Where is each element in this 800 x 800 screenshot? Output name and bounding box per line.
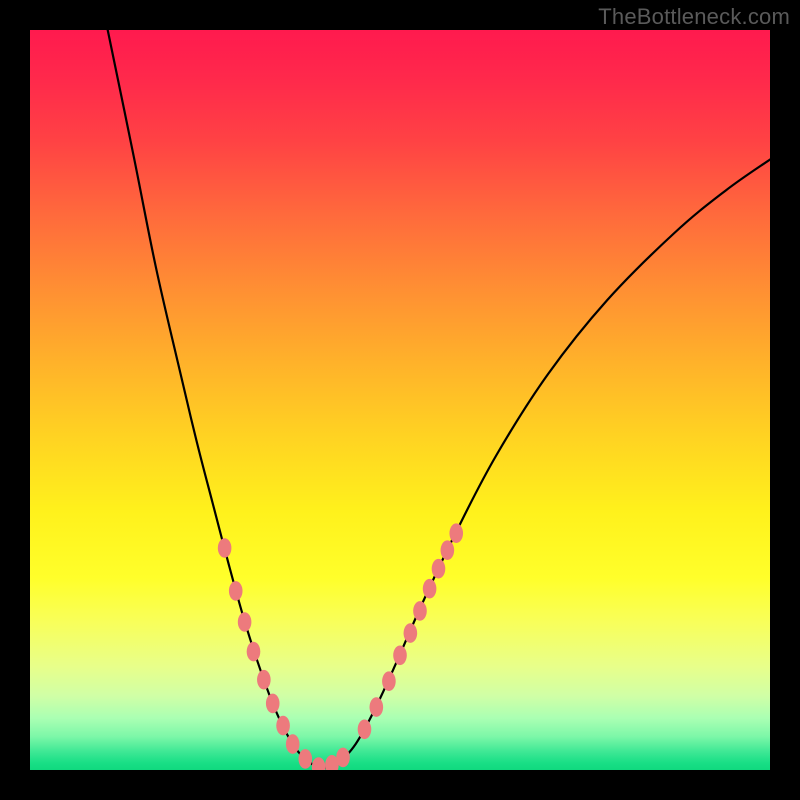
curve-marker (229, 581, 243, 601)
curve-marker (218, 538, 232, 558)
curve-marker (266, 694, 280, 714)
curve-marker (336, 748, 350, 768)
curve-marker (449, 523, 463, 543)
curve-marker (358, 720, 372, 740)
bottleneck-curve (108, 30, 770, 768)
watermark-text: TheBottleneck.com (598, 4, 790, 30)
curve-marker (312, 757, 326, 770)
curve-marker (404, 623, 418, 643)
curve-marker (393, 646, 407, 666)
curve-marker (423, 579, 437, 599)
curve-marker (247, 642, 261, 662)
curve-layer (30, 30, 770, 770)
curve-marker (370, 697, 384, 717)
curve-markers (218, 523, 463, 770)
curve-marker (257, 670, 271, 690)
curve-marker (441, 540, 455, 560)
curve-marker (298, 749, 312, 769)
plot-area (30, 30, 770, 770)
chart-frame: TheBottleneck.com (0, 0, 800, 800)
curve-marker (432, 559, 446, 579)
curve-marker (286, 734, 300, 754)
curve-marker (238, 612, 252, 632)
curve-marker (382, 671, 396, 691)
curve-marker (276, 716, 290, 736)
curve-marker (413, 601, 427, 621)
